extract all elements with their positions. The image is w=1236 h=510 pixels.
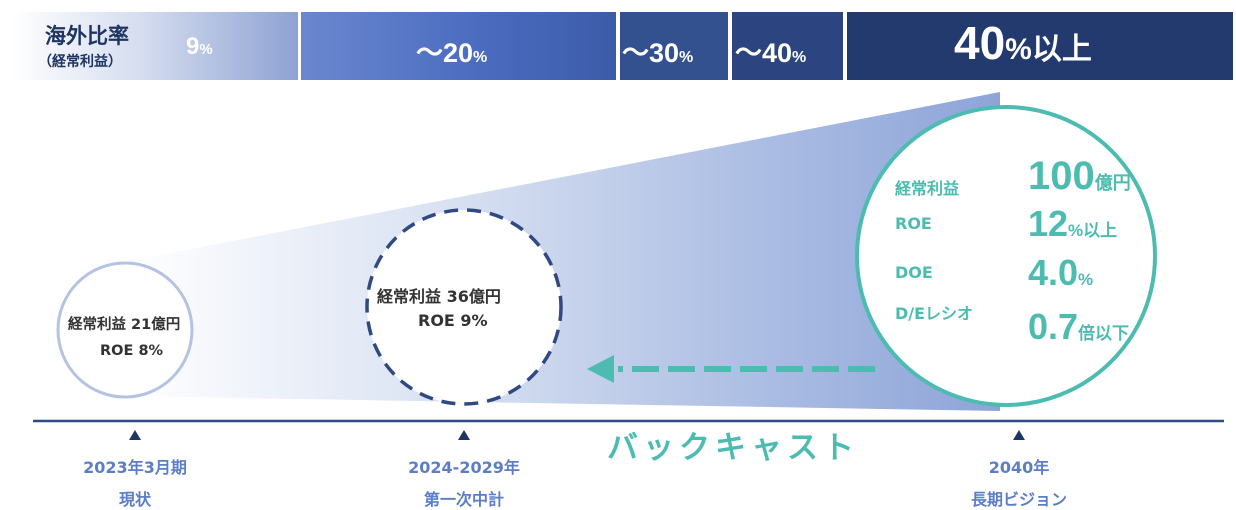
- ratio-value-40-plus: 40%以上: [954, 17, 1092, 69]
- ratio-segment-9: [11, 12, 298, 80]
- ratio-title: 海外比率: [45, 24, 129, 48]
- timeline-marker-2040: [1013, 430, 1025, 440]
- current-roe: ROE 8%: [100, 343, 164, 359]
- vision-circle: [855, 105, 1157, 407]
- ratio-segment-20: [301, 12, 616, 80]
- vision-label-doe: DOE: [895, 263, 933, 282]
- vision-value-roe: 12%以上: [1028, 203, 1118, 244]
- timeline-2024-desc: 第一次中計: [423, 490, 504, 509]
- backcast-label: バックキャスト: [607, 430, 859, 466]
- current-profit: 経常利益 21億円: [68, 317, 181, 333]
- vision-value-profit: 100億円: [1028, 154, 1131, 198]
- vision-value-de-ratio: 0.7倍以下: [1028, 306, 1130, 347]
- timeline-2023-period: 2023年3月期: [83, 458, 187, 477]
- ratio-value-9: 9%: [186, 33, 213, 60]
- timeline-2040-period: 2040年: [988, 458, 1050, 477]
- timeline-label-2024: 2024-2029年 第一次中計: [344, 454, 584, 510]
- plan-roe: ROE 9%: [418, 311, 488, 330]
- current-circle: [56, 261, 194, 399]
- ratio-segment-40: [732, 12, 843, 80]
- ratio-segment-30: [620, 12, 728, 80]
- vision-label-profit: 経常利益: [895, 179, 960, 198]
- backcast-arrow-head: [587, 355, 614, 383]
- vision-label-de-ratio: D/Eレシオ: [895, 304, 974, 323]
- ratio-subtitle: （経常利益）: [38, 54, 122, 70]
- plan-circle: [365, 208, 563, 406]
- ratio-value-30: ～30%: [622, 38, 694, 68]
- timeline-label-2040: 2040年 長期ビジョン: [899, 454, 1139, 510]
- timeline-2024-period: 2024-2029年: [408, 458, 520, 477]
- ratio-value-20: ～20%: [416, 38, 488, 68]
- timeline-label-2023: 2023年3月期 現状: [15, 454, 255, 510]
- vision-label-roe: ROE: [895, 214, 932, 233]
- timeline-2023-desc: 現状: [118, 490, 151, 509]
- ratio-value-40: ～40%: [735, 38, 807, 68]
- growth-cone: [125, 92, 1000, 411]
- timeline-marker-2023: [129, 430, 141, 440]
- ratio-segment-40-plus: [847, 12, 1233, 80]
- timeline-2040-desc: 長期ビジョン: [970, 490, 1067, 509]
- vision-value-doe: 4.0%: [1028, 252, 1094, 293]
- plan-profit: 経常利益 36億円: [377, 287, 501, 306]
- timeline-marker-2024: [458, 430, 470, 440]
